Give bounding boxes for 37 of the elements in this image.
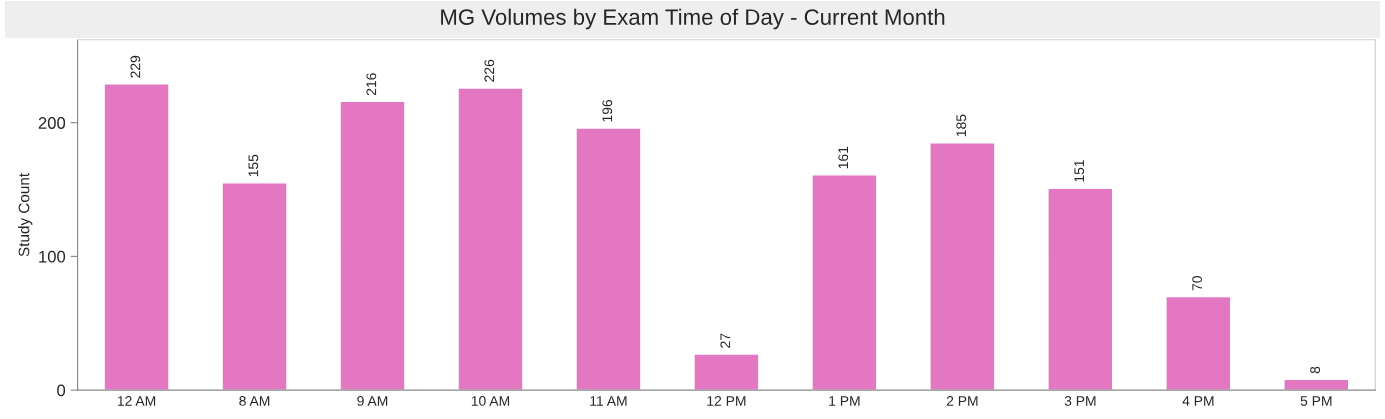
- bar: [457, 87, 524, 391]
- bar: [693, 353, 760, 391]
- data-label: 151: [1074, 160, 1085, 182]
- x-tick-label: 12 AM: [117, 396, 156, 406]
- x-tick-label: 8 AM: [239, 396, 270, 406]
- data-label: 8: [1310, 366, 1321, 374]
- data-label: 70: [1192, 276, 1203, 291]
- x-tick-label: 11 AM: [590, 396, 627, 406]
- y-axis-title: Study Count: [18, 173, 33, 257]
- y-tick-label: 100: [39, 250, 66, 263]
- x-tick-label: 5 PM: [1300, 396, 1332, 406]
- data-label: 226: [484, 59, 495, 82]
- x-tick-label: 1 PM: [829, 396, 860, 406]
- data-label: 216: [366, 73, 377, 96]
- bar: [1165, 295, 1232, 391]
- x-tick-label: 9 AM: [357, 396, 388, 406]
- data-label: 27: [720, 333, 731, 348]
- x-tick-label: 10 AM: [471, 396, 510, 406]
- bar: [221, 182, 288, 391]
- bar: [103, 83, 170, 391]
- x-tick-label: 4 PM: [1182, 396, 1214, 406]
- data-label: 185: [956, 114, 967, 137]
- bar: [575, 127, 642, 391]
- bar: [1047, 187, 1114, 391]
- data-label: 161: [838, 146, 849, 169]
- x-tick-label: 12 PM: [707, 396, 746, 406]
- y-tick-label: 0: [57, 384, 66, 397]
- data-label: 229: [130, 55, 141, 78]
- y-tick-label: 200: [38, 117, 66, 129]
- data-label: 196: [602, 99, 613, 122]
- bar: [339, 100, 406, 391]
- bar: [811, 174, 878, 391]
- x-tick-label: 3 PM: [1064, 396, 1096, 406]
- x-tick-label: 2 PM: [946, 396, 978, 406]
- chart-title: MG Volumes by Exam Time of Day - Current Month: [441, 8, 945, 30]
- bar: [929, 142, 996, 391]
- data-label: 155: [248, 154, 259, 177]
